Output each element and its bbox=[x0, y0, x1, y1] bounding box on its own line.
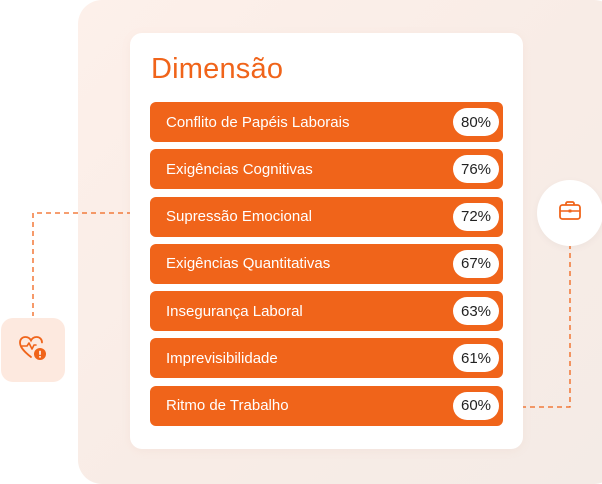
dimension-label: Conflito de Papéis Laborais bbox=[166, 113, 350, 131]
dimension-label: Exigências Cognitivas bbox=[166, 160, 313, 178]
card-title: Dimensão bbox=[151, 53, 284, 85]
dimension-percentage: 67% bbox=[453, 249, 499, 278]
dimension-row: Imprevisibilidade 61% bbox=[150, 338, 503, 379]
dimension-list: Conflito de Papéis Laborais 80% Exigências… bbox=[150, 102, 503, 433]
dimension-row: Exigências Cognitivas 76% bbox=[150, 149, 503, 190]
heart-pulse-alert-icon bbox=[18, 334, 48, 367]
dimension-label: Imprevisibilidade bbox=[166, 349, 278, 367]
dimension-label: Supressão Emocional bbox=[166, 208, 312, 226]
dimension-row: Conflito de Papéis Laborais 80% bbox=[150, 102, 503, 142]
dimension-row: Exigências Quantitativas 67% bbox=[150, 243, 503, 284]
dimension-card: Dimensão Conflito de Papéis Laborais 80% E… bbox=[130, 33, 523, 449]
dimension-percentage: 60% bbox=[453, 391, 499, 420]
dimension-row: Supressão Emocional 72% bbox=[150, 196, 503, 237]
health-badge bbox=[1, 318, 65, 382]
briefcase-badge bbox=[537, 180, 602, 246]
dimension-percentage: 61% bbox=[453, 344, 499, 373]
briefcase-icon bbox=[558, 200, 582, 227]
dimension-percentage: 72% bbox=[453, 202, 499, 231]
dimension-label: Exigências Quantitativas bbox=[166, 255, 331, 273]
dimension-label: Ritmo de Trabalho bbox=[166, 397, 289, 415]
dimension-row: Insegurança Laboral 63% bbox=[150, 291, 503, 332]
dimension-percentage: 63% bbox=[453, 297, 499, 326]
dimension-row: Ritmo de Trabalho 60% bbox=[150, 385, 503, 426]
dimension-label: Insegurança Laboral bbox=[166, 302, 303, 320]
dimension-percentage: 76% bbox=[453, 155, 499, 184]
dimension-percentage: 80% bbox=[453, 108, 499, 136]
